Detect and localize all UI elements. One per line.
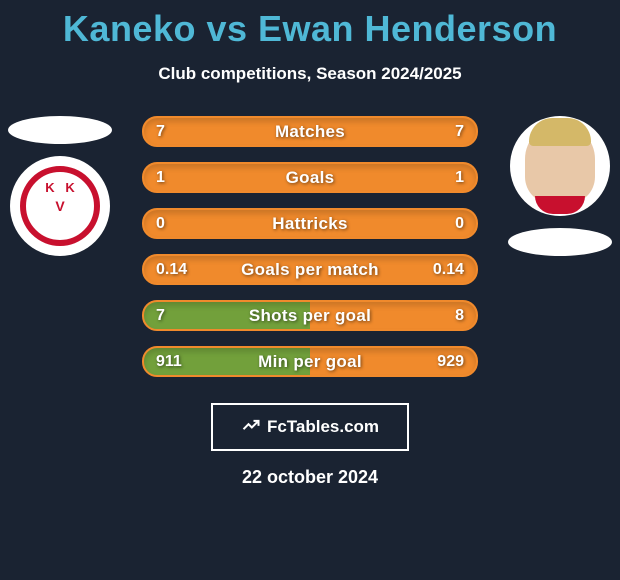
stat-label: Goals xyxy=(144,168,476,188)
player-right-club-placeholder xyxy=(508,228,612,256)
stat-label: Matches xyxy=(144,122,476,142)
stat-value-right: 0 xyxy=(455,215,464,233)
stat-value-right: 8 xyxy=(455,307,464,325)
stat-bar: 0Hattricks0 xyxy=(142,208,478,239)
stat-value-right: 1 xyxy=(455,169,464,187)
stat-label: Min per goal xyxy=(144,352,476,372)
stat-bar: 7Shots per goal8 xyxy=(142,300,478,331)
brand-text: FcTables.com xyxy=(267,417,379,437)
player-left-club-badge xyxy=(10,156,110,256)
stat-label: Hattricks xyxy=(144,214,476,234)
player-right-column xyxy=(500,116,620,256)
player-left-avatar-placeholder xyxy=(8,116,112,144)
kv-badge-icon xyxy=(20,166,100,246)
stat-bar: 911Min per goal929 xyxy=(142,346,478,377)
player-face-icon xyxy=(525,124,595,204)
stat-bar: 7Matches7 xyxy=(142,116,478,147)
player-right-avatar xyxy=(510,116,610,216)
stat-value-right: 929 xyxy=(437,353,464,371)
stat-value-right: 0.14 xyxy=(433,261,464,279)
date-text: 22 october 2024 xyxy=(0,467,620,488)
stat-bar: 0.14Goals per match0.14 xyxy=(142,254,478,285)
stat-label: Shots per goal xyxy=(144,306,476,326)
stat-value-right: 7 xyxy=(455,123,464,141)
player-left-column xyxy=(0,116,120,256)
page-title: Kaneko vs Ewan Henderson xyxy=(0,0,620,50)
chart-icon xyxy=(241,415,261,440)
subtitle: Club competitions, Season 2024/2025 xyxy=(0,64,620,84)
stat-bar: 1Goals1 xyxy=(142,162,478,193)
stat-bars: 7Matches7 1Goals1 0Hattricks0 0.14Goals per… xyxy=(142,116,478,377)
stat-label: Goals per match xyxy=(144,260,476,280)
brand-badge: FcTables.com xyxy=(211,403,409,451)
comparison-content: 7Matches7 1Goals1 0Hattricks0 0.14Goals per… xyxy=(0,116,620,377)
